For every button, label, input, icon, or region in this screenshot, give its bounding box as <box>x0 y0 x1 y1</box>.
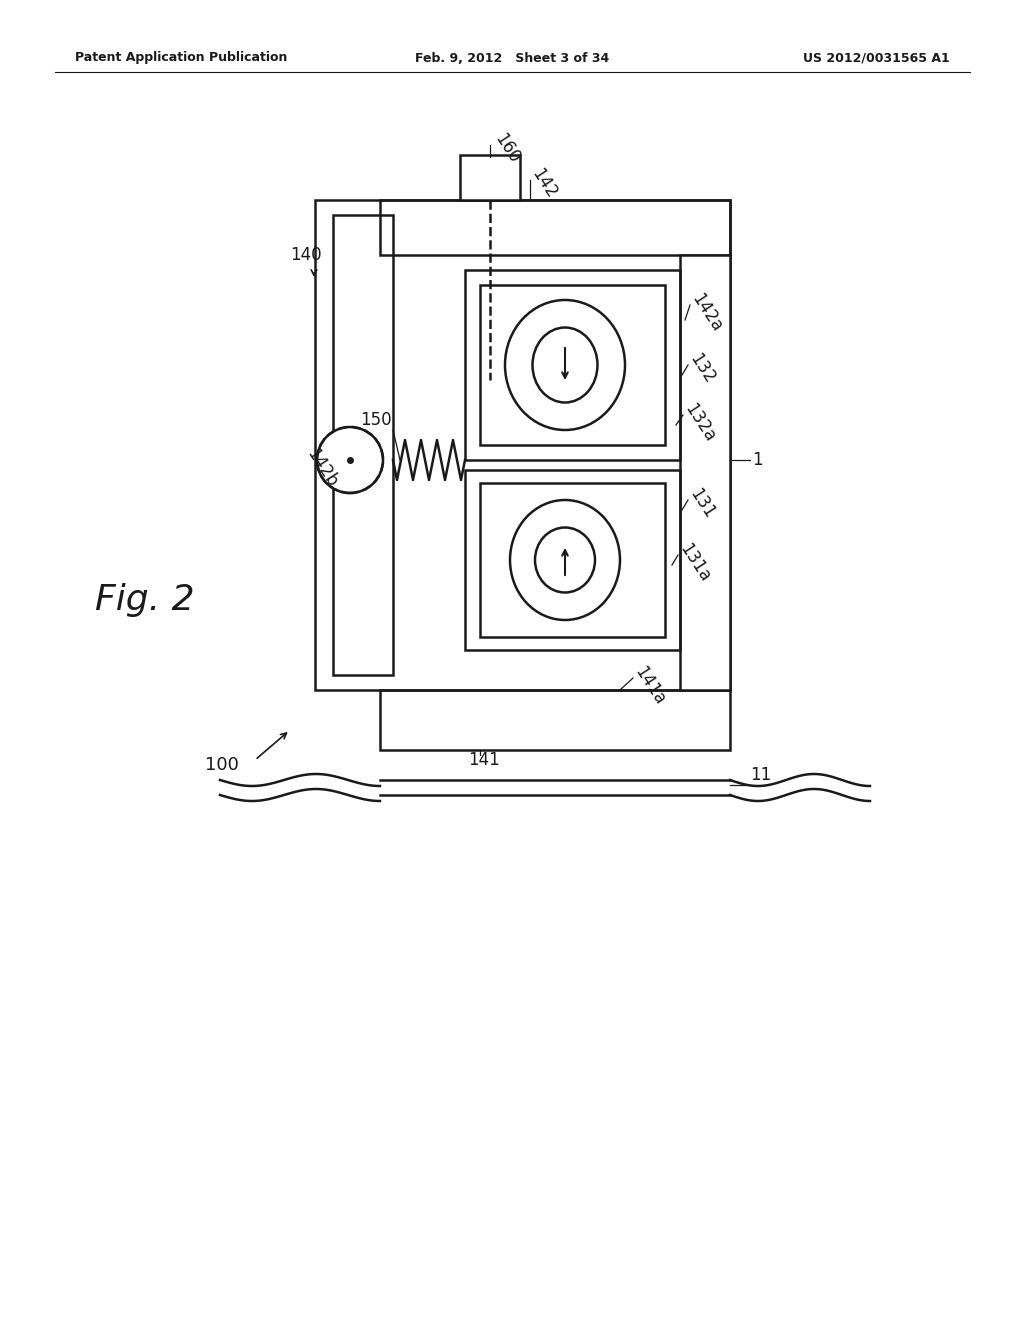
Text: 132: 132 <box>685 350 718 387</box>
Text: Patent Application Publication: Patent Application Publication <box>75 51 288 65</box>
Text: 1: 1 <box>752 451 763 469</box>
Text: 142: 142 <box>527 165 560 202</box>
Text: 11: 11 <box>750 766 771 784</box>
Text: 131a: 131a <box>676 540 714 585</box>
Text: 132a: 132a <box>681 400 719 445</box>
Text: 142a: 142a <box>687 290 725 335</box>
Bar <box>680 255 730 690</box>
Text: 160: 160 <box>490 131 523 166</box>
Text: 131: 131 <box>685 484 718 521</box>
Bar <box>480 483 665 638</box>
Text: 150: 150 <box>360 411 391 429</box>
Text: Fig. 2: Fig. 2 <box>95 583 195 616</box>
Bar <box>333 215 393 675</box>
Text: 142b: 142b <box>302 445 341 490</box>
Text: 141a: 141a <box>631 663 669 708</box>
Text: 100: 100 <box>205 756 239 774</box>
Text: Feb. 9, 2012   Sheet 3 of 34: Feb. 9, 2012 Sheet 3 of 34 <box>415 51 609 65</box>
Bar <box>465 470 680 649</box>
Bar <box>380 690 730 750</box>
Bar <box>380 201 730 255</box>
Ellipse shape <box>510 500 620 620</box>
Ellipse shape <box>505 300 625 430</box>
Bar <box>465 271 680 459</box>
Bar <box>460 154 520 201</box>
Bar <box>480 285 665 445</box>
Text: 141: 141 <box>468 751 500 770</box>
Bar <box>315 201 730 690</box>
Circle shape <box>317 426 383 492</box>
Text: 140: 140 <box>290 246 322 264</box>
Text: US 2012/0031565 A1: US 2012/0031565 A1 <box>803 51 950 65</box>
